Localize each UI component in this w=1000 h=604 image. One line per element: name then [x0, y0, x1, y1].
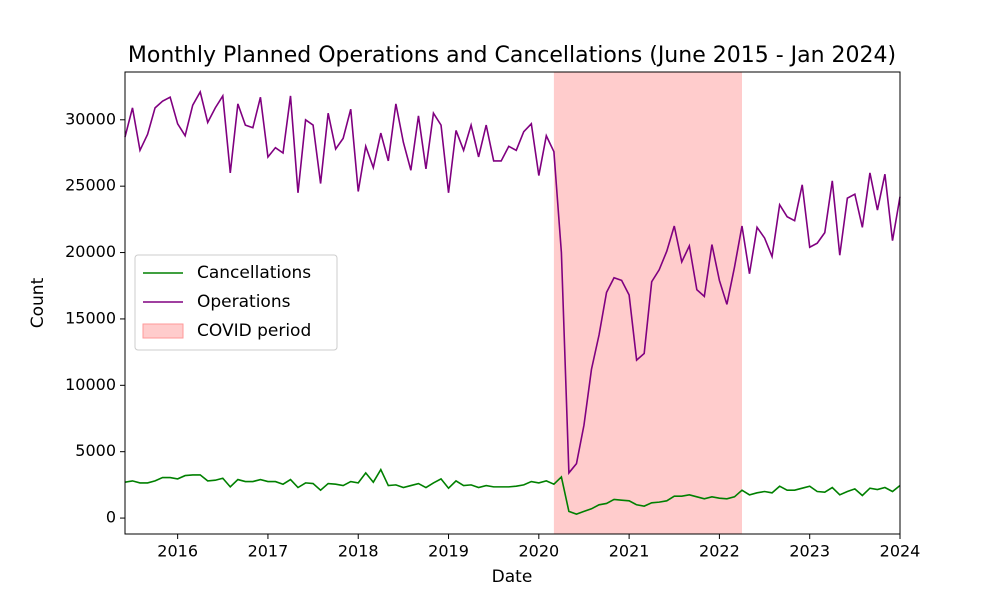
- y-tick-label: 20000: [65, 242, 116, 261]
- shaded-span: [553, 72, 742, 534]
- legend-swatch: [142, 323, 184, 339]
- plot-area: [124, 72, 901, 534]
- x-tick-label: 2021: [609, 542, 650, 561]
- x-tick-label: 2017: [248, 542, 289, 561]
- x-tick-label: 2023: [789, 542, 830, 561]
- x-tick-label: 2022: [699, 542, 740, 561]
- axes-frame: [124, 71, 901, 535]
- series-line: [124, 89, 901, 476]
- y-tick-label: 15000: [65, 308, 116, 327]
- y-tick-label: 25000: [65, 176, 116, 195]
- x-tick-label: 2018: [338, 542, 379, 561]
- y-tick-label: 10000: [65, 375, 116, 394]
- legend-label: COVID period: [197, 321, 311, 341]
- x-tick-label: 2024: [880, 542, 921, 561]
- y-tick-label: 5000: [75, 441, 116, 460]
- y-axis-label: Count: [28, 277, 48, 328]
- legend-label: Operations: [197, 292, 291, 312]
- legend-box: [134, 254, 338, 351]
- series-line: [124, 467, 901, 515]
- y-tick-label: 0: [106, 508, 116, 527]
- x-tick-label: 2016: [157, 542, 198, 561]
- x-tick-label: 2019: [428, 542, 469, 561]
- x-tick-label: 2020: [518, 542, 559, 561]
- y-tick-label: 30000: [65, 109, 116, 128]
- x-axis-label: Date: [492, 567, 533, 587]
- chart-title: Monthly Planned Operations and Cancellat…: [128, 43, 896, 68]
- legend-label: Cancellations: [197, 263, 311, 283]
